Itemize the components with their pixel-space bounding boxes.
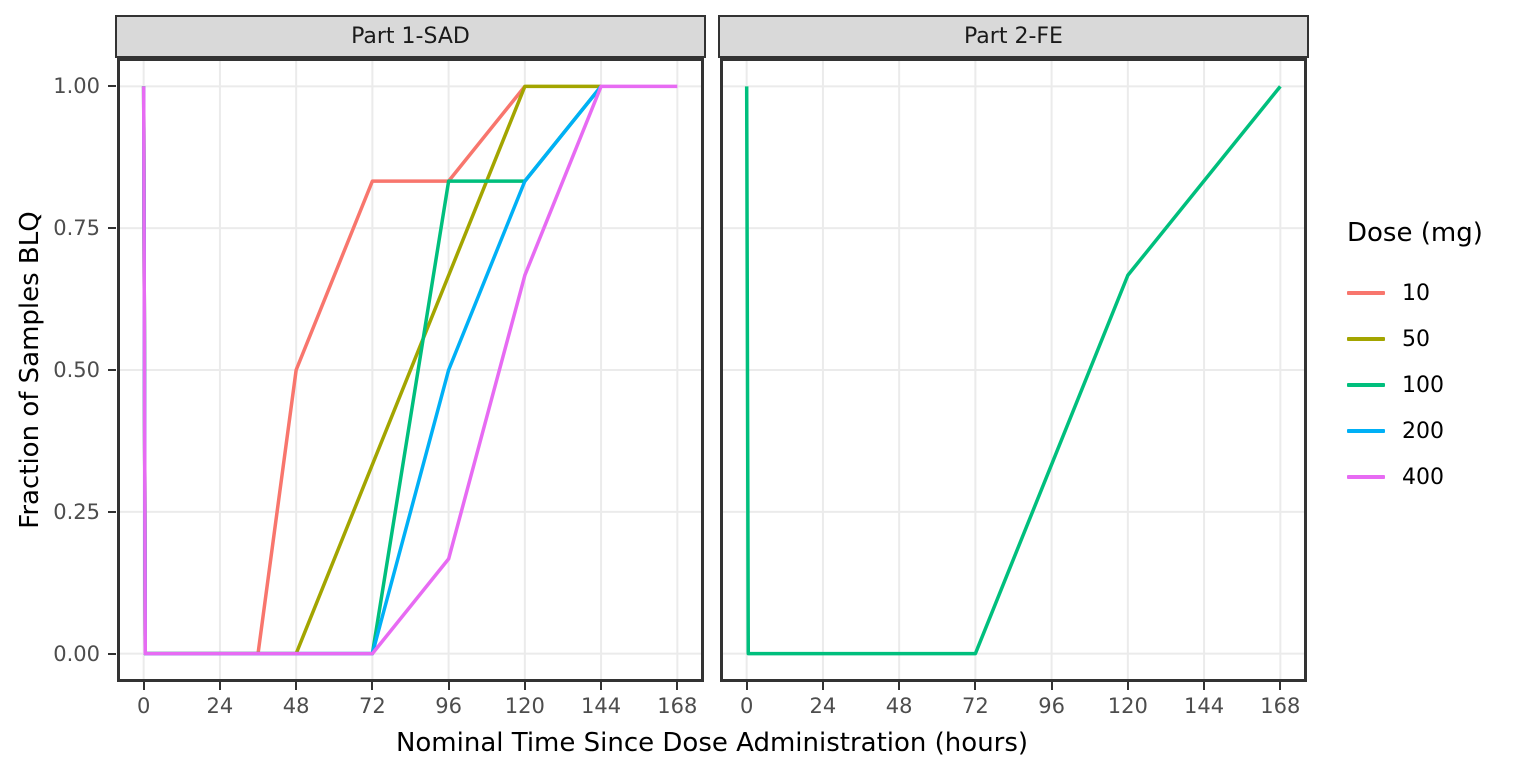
x-tick-label: 120 bbox=[1107, 694, 1148, 718]
x-axis-tick bbox=[821, 682, 824, 690]
legend-row-400mg: 400 bbox=[1347, 454, 1483, 500]
x-axis-title: Nominal Time Since Dose Administration (… bbox=[395, 728, 1029, 758]
x-axis-tick bbox=[447, 682, 450, 690]
legend-key-line-icon bbox=[1347, 475, 1385, 479]
legend-label: 50 bbox=[1402, 326, 1430, 352]
y-tick-label: 0.50 bbox=[53, 358, 100, 382]
x-tick-label: 168 bbox=[1260, 694, 1301, 718]
x-axis-tick bbox=[1126, 682, 1129, 690]
legend-key-line-icon bbox=[1347, 337, 1385, 341]
x-tick-label: 0 bbox=[739, 694, 754, 718]
x-tick-label: 24 bbox=[206, 694, 234, 718]
y-axis-tick bbox=[108, 85, 116, 88]
plot-panel-part2-fe bbox=[720, 58, 1307, 682]
series-line-400mg bbox=[141, 84, 678, 656]
x-tick-label: 48 bbox=[282, 694, 310, 718]
facet-strip-label: Part 1-SAD bbox=[351, 24, 470, 49]
x-tick-label: 144 bbox=[1184, 694, 1225, 718]
legend-row-10mg: 10 bbox=[1347, 270, 1483, 316]
x-tick-label: 0 bbox=[136, 694, 151, 718]
legend-label: 100 bbox=[1402, 372, 1444, 398]
x-axis-tick bbox=[523, 682, 526, 690]
series-line-100mg bbox=[744, 85, 1282, 656]
x-axis-tick bbox=[1279, 682, 1282, 690]
panel-border bbox=[117, 58, 704, 682]
x-tick-label: 48 bbox=[885, 694, 913, 718]
x-tick-label: 24 bbox=[809, 694, 837, 718]
legend-key-line-icon bbox=[1347, 429, 1385, 433]
x-tick-label: 120 bbox=[504, 694, 545, 718]
x-axis-tick bbox=[974, 682, 977, 690]
legend-label: 10 bbox=[1402, 280, 1430, 306]
y-axis-tick bbox=[108, 369, 116, 371]
x-tick-label: 168 bbox=[657, 694, 698, 718]
x-tick-label: 144 bbox=[581, 694, 622, 718]
x-axis-tick bbox=[745, 682, 748, 690]
y-tick-label: 0.25 bbox=[53, 499, 100, 524]
legend-row-200mg: 200 bbox=[1347, 408, 1483, 454]
x-axis-tick bbox=[600, 682, 603, 690]
y-axis-tick bbox=[108, 652, 116, 655]
legend: Dose (mg) 10 50 100 200 400 bbox=[1347, 218, 1483, 500]
legend-row-50mg: 50 bbox=[1347, 316, 1483, 362]
x-axis-tick bbox=[371, 682, 374, 690]
x-axis-tick bbox=[295, 682, 298, 690]
x-axis-tick bbox=[1050, 682, 1053, 690]
y-tick-label: 0.00 bbox=[53, 641, 100, 666]
legend-label: 200 bbox=[1402, 418, 1444, 444]
y-tick-label: 0.75 bbox=[53, 216, 100, 241]
legend-label: 400 bbox=[1402, 464, 1444, 490]
facet-strip-label: Part 2-FE bbox=[964, 24, 1063, 49]
panel-border bbox=[720, 58, 1307, 682]
x-tick-label: 96 bbox=[1038, 694, 1065, 718]
facet-strip-part1-sad: Part 1-SAD bbox=[115, 15, 706, 58]
x-axis-tick bbox=[218, 682, 221, 690]
y-axis-tick bbox=[108, 510, 116, 513]
plot-panel-part1-sad bbox=[117, 58, 704, 682]
facet-strip-part2-fe: Part 2-FE bbox=[718, 15, 1309, 58]
x-axis-tick bbox=[142, 682, 145, 690]
legend-title: Dose (mg) bbox=[1347, 218, 1483, 248]
x-axis-tick bbox=[898, 682, 901, 690]
x-axis-tick bbox=[676, 682, 679, 690]
x-tick-label: 72 bbox=[359, 694, 386, 718]
x-axis-tick bbox=[1203, 682, 1206, 690]
legend-key-line-icon bbox=[1347, 291, 1385, 295]
x-tick-label: 96 bbox=[435, 694, 462, 718]
y-tick-label: 1.00 bbox=[53, 74, 100, 99]
legend-row-100mg: 100 bbox=[1347, 362, 1483, 408]
y-axis-tick bbox=[108, 227, 116, 230]
legend-key-line-icon bbox=[1347, 383, 1385, 387]
x-tick-label: 72 bbox=[962, 694, 989, 718]
legend-rows: 10 50 100 200 400 bbox=[1347, 270, 1483, 500]
